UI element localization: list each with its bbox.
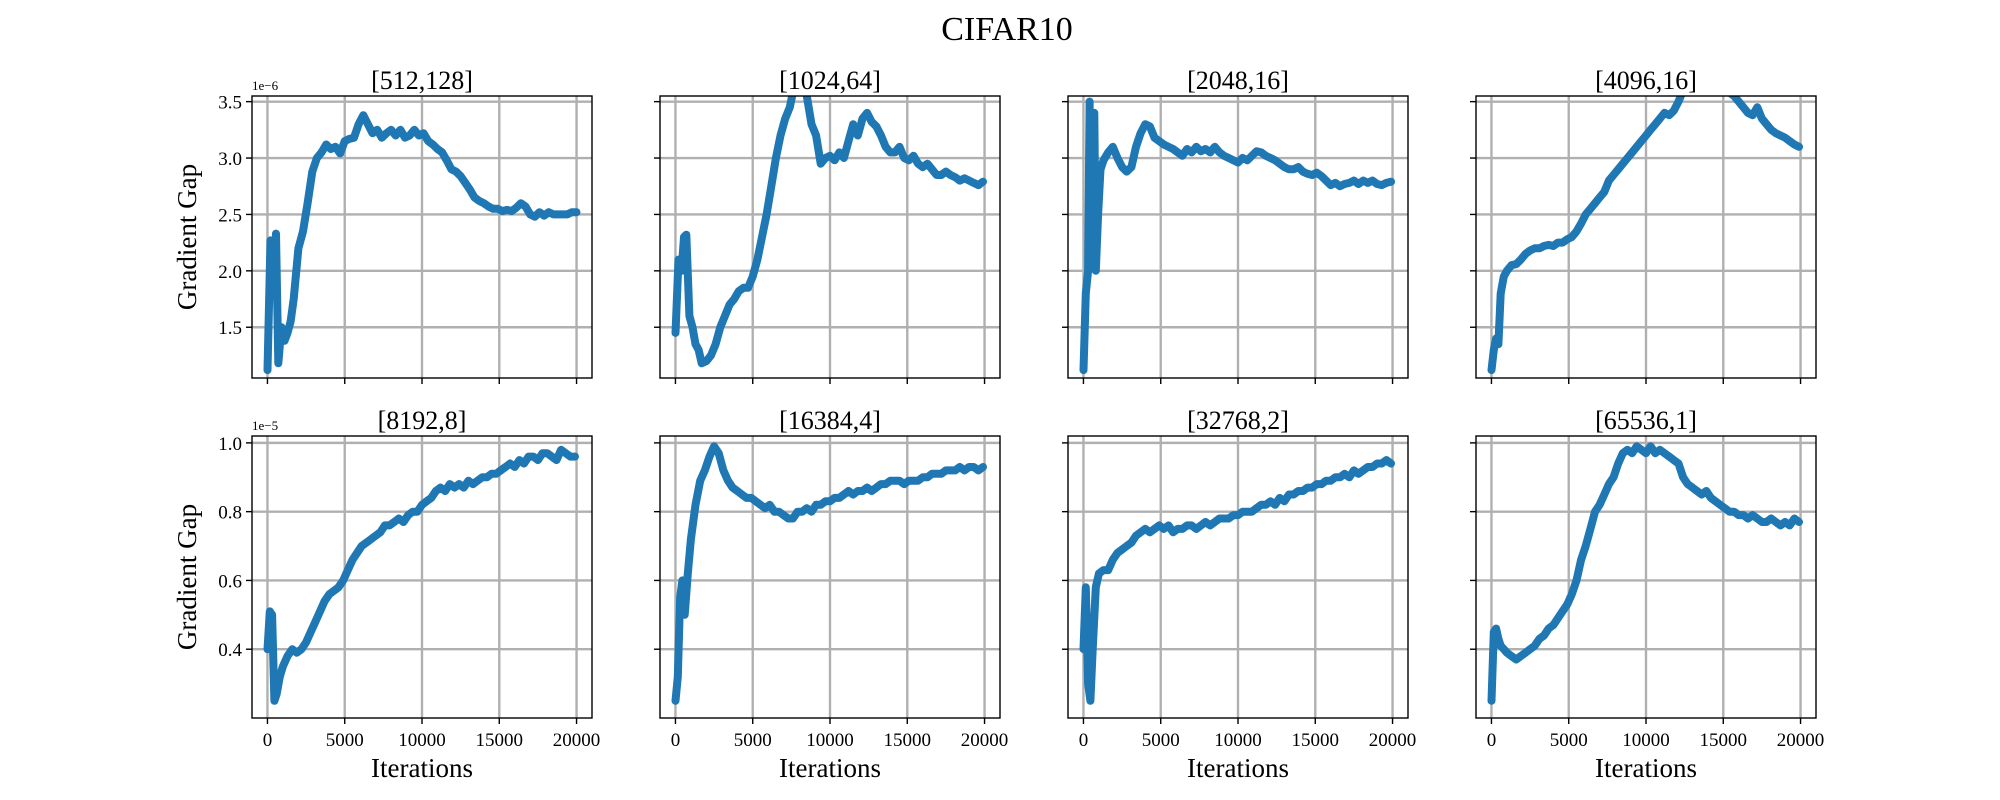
x-tick-label: 0 [263, 730, 273, 751]
x-axis-label: Iterations [779, 753, 881, 783]
x-tick-label: 20000 [1777, 730, 1825, 751]
x-tick-label: 0 [671, 730, 681, 751]
x-tick-label: 5000 [1550, 730, 1588, 751]
y-tick-label: 1.0 [218, 434, 242, 455]
series-line [1079, 97, 1395, 375]
subplot-title: [2048,16] [1187, 66, 1289, 95]
x-tick-label: 20000 [961, 730, 1009, 751]
x-tick-label: 15000 [884, 730, 932, 751]
x-tick-label: 10000 [1622, 730, 1670, 751]
x-tick-label: 0 [1487, 730, 1497, 751]
y-tick-label: 1.5 [218, 318, 242, 339]
series-line [1487, 96, 1803, 375]
y-offset-label: 1e−6 [252, 78, 279, 93]
x-tick-label: 10000 [398, 730, 446, 751]
x-tick-label: 0 [1079, 730, 1089, 751]
series-line [263, 111, 581, 375]
y-tick-label: 2.5 [218, 205, 242, 226]
subplot-panel: [1024,64] [654, 66, 1001, 384]
series-line [1079, 456, 1395, 705]
x-axis-label: Iterations [1187, 753, 1289, 783]
series-line [1487, 442, 1803, 705]
x-tick-label: 5000 [326, 730, 364, 751]
subplot-panel: 0 5000 10000 15000 20000 [32768,2] Iterations [1062, 406, 1416, 783]
y-axis-label: Gradient Gap [172, 164, 202, 310]
y-tick-label: 0.8 [218, 503, 242, 524]
x-tick-label: 20000 [1369, 730, 1417, 751]
y-tick-label: 3.5 [218, 93, 242, 114]
subplot-grid: 1.5 2.0 2.5 3.0 3.5 1e−6 [512,128] Gradient Gap… [172, 66, 1824, 783]
x-axis-label: Iterations [371, 753, 473, 783]
y-axis-label: Gradient Gap [172, 504, 202, 650]
subplot-title: [65536,1] [1595, 406, 1697, 435]
subplot-title: [512,128] [371, 66, 473, 95]
figure-title: CIFAR10 [941, 11, 1073, 48]
x-axis-label: Iterations [1595, 753, 1697, 783]
subplot-title: [4096,16] [1595, 66, 1697, 95]
y-tick-label: 0.6 [218, 571, 242, 592]
y-offset-label: 1e−5 [252, 418, 278, 433]
subplot-panel: [2048,16] [1062, 66, 1409, 384]
x-tick-label: 15000 [1292, 730, 1340, 751]
x-tick-label: 20000 [553, 730, 601, 751]
subplot-panel: 0 5000 10000 15000 20000 0.4 0.6 0.8 1.0 1e−5 [819… [172, 406, 600, 783]
y-tick-label: 0.4 [218, 640, 242, 661]
x-tick-label: 5000 [734, 730, 772, 751]
subplot-panel: [4096,16] [1470, 66, 1817, 384]
series-line [671, 96, 987, 368]
x-tick-label: 15000 [1700, 730, 1748, 751]
subplot-panel: 1.5 2.0 2.5 3.0 3.5 1e−6 [512,128] Gradient Gap [172, 66, 593, 384]
x-tick-label: 5000 [1142, 730, 1180, 751]
subplot-panel: 0 5000 10000 15000 20000 [65536,1] Iterations [1470, 406, 1824, 783]
subplot-title: [32768,2] [1187, 406, 1289, 435]
y-tick-label: 3.0 [218, 149, 242, 170]
y-tick-label: 2.0 [218, 262, 242, 283]
x-tick-label: 10000 [1214, 730, 1262, 751]
subplot-title: [16384,4] [779, 406, 881, 435]
subplot-panel: 0 5000 10000 15000 20000 [16384,4] Iterations [654, 406, 1008, 783]
subplot-title: [1024,64] [779, 66, 881, 95]
subplot-title: [8192,8] [378, 406, 467, 435]
series-line [671, 442, 987, 705]
x-tick-label: 10000 [806, 730, 854, 751]
x-tick-label: 15000 [476, 730, 524, 751]
series-line [263, 445, 579, 705]
